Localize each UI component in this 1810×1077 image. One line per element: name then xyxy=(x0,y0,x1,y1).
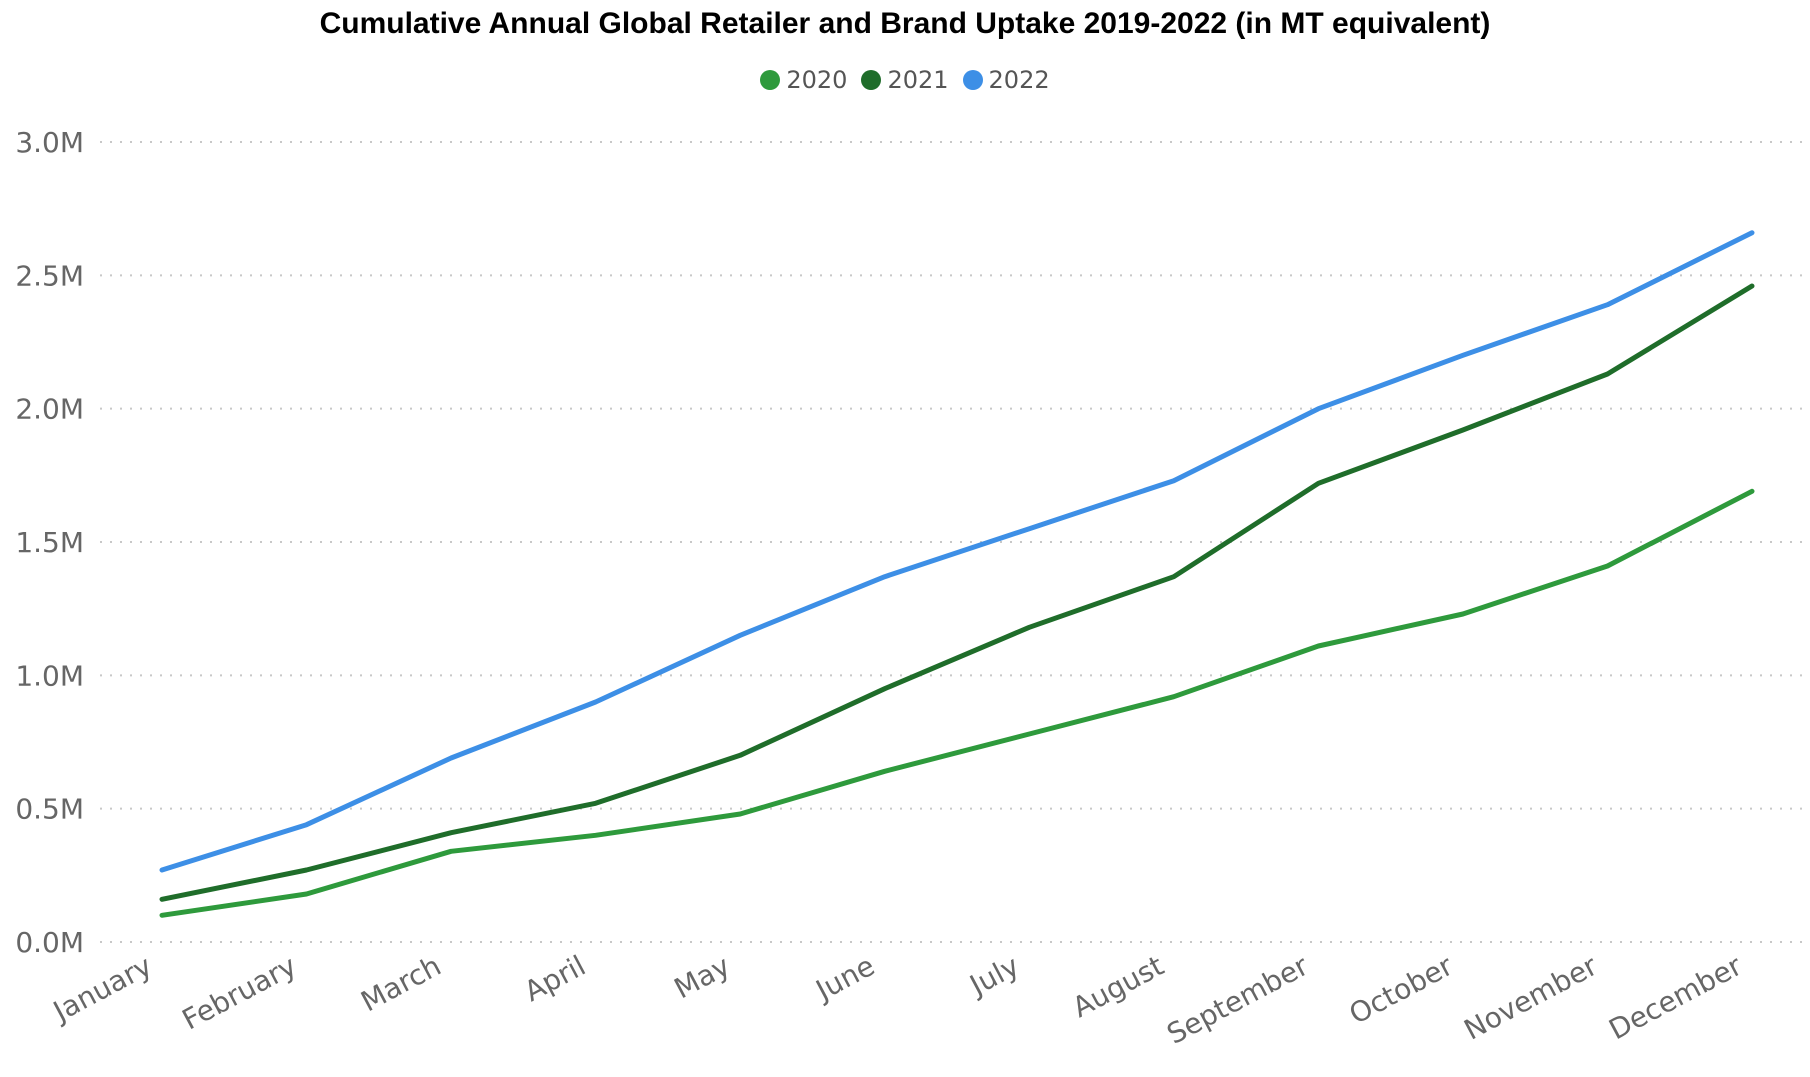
data-point-2022[interactable] xyxy=(1312,403,1324,415)
series-lines xyxy=(156,227,1758,921)
x-tick-label: January xyxy=(46,949,157,1029)
y-tick-label: 1.5M xyxy=(15,526,84,559)
data-point-2021[interactable] xyxy=(1168,571,1180,583)
data-point-2021[interactable] xyxy=(301,864,313,876)
legend-marker-2022 xyxy=(962,70,983,90)
data-point-2020[interactable] xyxy=(1312,640,1324,652)
data-point-2022[interactable] xyxy=(1601,299,1613,311)
data-point-2021[interactable] xyxy=(445,827,457,839)
data-point-2022[interactable] xyxy=(734,629,746,641)
x-tick-label: June xyxy=(809,949,880,1008)
legend-marker-2021 xyxy=(861,70,882,90)
x-tick-label: October xyxy=(1344,949,1459,1031)
data-point-2022[interactable] xyxy=(301,819,313,831)
data-point-2020[interactable] xyxy=(1746,485,1758,497)
series-line-2022[interactable] xyxy=(159,230,1755,873)
data-point-2020[interactable] xyxy=(301,888,313,900)
data-point-2022[interactable] xyxy=(879,571,891,583)
x-tick-label: May xyxy=(669,949,736,1005)
data-point-2022[interactable] xyxy=(156,864,168,876)
legend-item-2021[interactable]: 2021 xyxy=(861,66,949,94)
legend-item-2020[interactable]: 2020 xyxy=(760,66,847,94)
data-point-2022[interactable] xyxy=(1168,475,1180,487)
y-tick-label: 3.0M xyxy=(15,126,84,159)
x-tick-label: February xyxy=(177,949,302,1036)
x-axis-tick-labels: January February March April May June July Augu… xyxy=(46,949,1747,1051)
series-line-2021[interactable] xyxy=(159,283,1755,902)
y-tick-label: 2.5M xyxy=(15,259,84,292)
x-tick-label: November xyxy=(1459,949,1604,1047)
data-point-2021[interactable] xyxy=(734,749,746,761)
data-point-2022[interactable] xyxy=(445,752,457,764)
data-point-2020[interactable] xyxy=(590,829,602,841)
x-tick-label: July xyxy=(963,949,1025,1003)
data-point-2020[interactable] xyxy=(156,909,168,921)
data-point-2022[interactable] xyxy=(590,696,602,708)
data-point-2020[interactable] xyxy=(734,808,746,820)
chart-title: Cumulative Annual Global Retailer and Br… xyxy=(319,7,1491,40)
y-tick-label: 0.5M xyxy=(15,793,84,826)
data-point-2022[interactable] xyxy=(1457,349,1469,361)
chart-legend: 2020 2021 2022 xyxy=(0,62,1810,98)
data-point-2020[interactable] xyxy=(879,765,891,777)
data-point-2022[interactable] xyxy=(1746,227,1758,239)
data-point-2021[interactable] xyxy=(1023,621,1035,633)
legend-label-2020: 2020 xyxy=(786,66,848,94)
x-tick-label: March xyxy=(356,949,447,1018)
series-line-2020[interactable] xyxy=(159,488,1755,918)
data-point-2021[interactable] xyxy=(156,893,168,905)
x-tick-label: December xyxy=(1604,949,1748,1047)
data-point-2021[interactable] xyxy=(1746,280,1758,292)
x-tick-label: April xyxy=(519,949,591,1008)
data-point-2020[interactable] xyxy=(1457,608,1469,620)
data-point-2020[interactable] xyxy=(445,845,457,857)
y-axis-tick-labels: 0.0M 0.5M 1.0M 1.5M 2.0M 2.5M 3.0M xyxy=(15,126,84,959)
data-point-2021[interactable] xyxy=(879,683,891,695)
legend-item-2022[interactable]: 2022 xyxy=(962,66,1050,94)
legend-label-2022: 2022 xyxy=(988,66,1050,94)
data-point-2021[interactable] xyxy=(1457,424,1469,436)
legend-label-2021: 2021 xyxy=(887,66,949,94)
y-tick-label: 2.0M xyxy=(15,393,84,426)
data-point-2020[interactable] xyxy=(1601,560,1613,572)
x-tick-label: September xyxy=(1162,949,1315,1051)
data-point-2021[interactable] xyxy=(1601,368,1613,380)
data-point-2020[interactable] xyxy=(1168,691,1180,703)
y-tick-label: 1.0M xyxy=(15,659,84,692)
y-tick-label: 0.0M xyxy=(15,926,84,959)
data-point-2022[interactable] xyxy=(1023,523,1035,535)
legend-marker-2020 xyxy=(760,70,781,90)
data-point-2021[interactable] xyxy=(590,797,602,809)
gridlines xyxy=(100,141,1808,943)
x-tick-label: August xyxy=(1067,949,1169,1024)
data-point-2020[interactable] xyxy=(1023,728,1035,740)
data-point-2021[interactable] xyxy=(1312,477,1324,489)
